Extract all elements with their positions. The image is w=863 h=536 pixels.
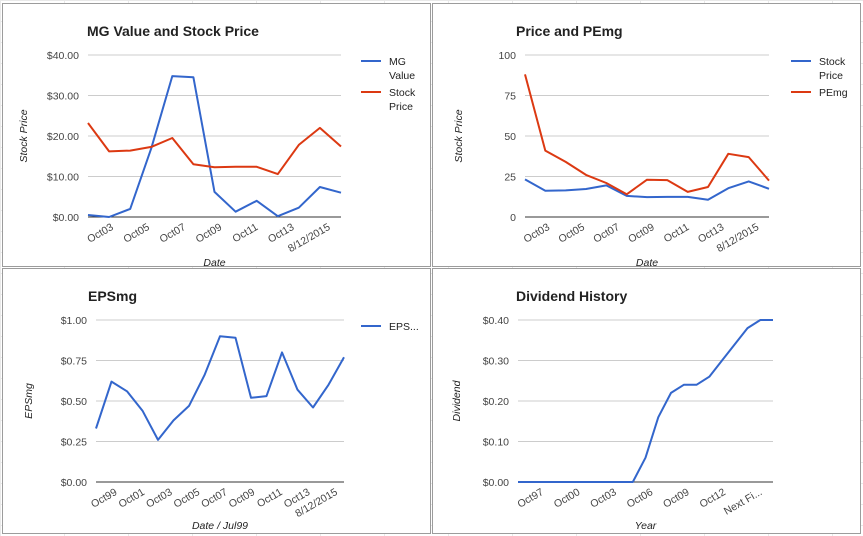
y-tick-label: $0.20 (483, 396, 509, 408)
dividend-history-chart: Dividend History $0.00 $0.10 $0.20 $0.30 $0.4… (451, 288, 773, 532)
x-tick-label: Oct97 (515, 486, 545, 510)
x-tick-label: Oct07 (591, 221, 621, 245)
mg-value-chart: MG Value and Stock Price $0.00 $10.00 $20.0… (18, 23, 416, 269)
x-axis-label: Date (203, 257, 225, 269)
chart-panel-mg-value: MG Value and Stock Price $0.00 $10.00 $20.0… (2, 3, 431, 269)
chart-title: MG Value and Stock Price (87, 23, 259, 39)
y-tick-label: $10.00 (47, 172, 79, 184)
series-line-pemg (524, 74, 770, 196)
x-tick-label: Oct11 (231, 221, 261, 245)
series-line-stock-price (524, 178, 770, 201)
chart-panel-dividend: Dividend History $0.00 $0.10 $0.20 $0.30 $0.4… (432, 268, 861, 534)
y-tick-label: $20.00 (47, 131, 79, 143)
legend-label: Stock Price (389, 87, 416, 113)
x-axis-label: Date / Jul99 (192, 520, 248, 532)
series-line-stock-price (87, 122, 342, 176)
y-tick-label: $0.50 (61, 396, 87, 408)
legend-label-line: Stock (389, 87, 416, 99)
y-tick-label: 100 (498, 50, 516, 62)
y-tick-label: $0.75 (61, 356, 87, 368)
x-tick-label: Oct09 (661, 486, 691, 510)
y-tick-label: 75 (504, 91, 516, 103)
legend-label-line: EPS... (389, 321, 419, 333)
legend-label: Stock Price (819, 56, 846, 82)
series-line-mg-value (87, 75, 342, 218)
x-tick-label: Oct03 (85, 221, 115, 245)
x-tick-label: Oct05 (172, 486, 202, 510)
x-tick-label: Oct06 (625, 486, 655, 510)
x-tick-label: Oct05 (121, 221, 151, 245)
y-tick-label: $0.30 (483, 356, 509, 368)
x-tick-label: Oct11 (662, 221, 692, 245)
chart-title: EPSmg (88, 288, 137, 304)
y-tick-label: $0.10 (483, 437, 509, 449)
y-tick-label: $0.00 (483, 477, 509, 489)
x-tick-label: Oct09 (626, 221, 656, 245)
x-tick-label: Oct01 (117, 486, 147, 510)
y-tick-label: $0.25 (61, 437, 87, 449)
x-tick-label: Oct09 (194, 221, 224, 245)
legend-label: EPS... (389, 321, 419, 333)
x-tick-label: Oct03 (144, 486, 174, 510)
chart-panel-epsmg: EPSmg $0.00 $0.25 $0.50 $0.75 $1.00 Oct99 Oct01… (2, 268, 431, 534)
y-tick-label: 50 (504, 131, 516, 143)
x-tick-label: Oct07 (199, 486, 229, 510)
x-tick-label: Oct03 (522, 221, 552, 245)
legend-label-line: Price (389, 101, 413, 113)
y-tick-label: 0 (510, 212, 516, 224)
y-axis-label: Dividend (451, 379, 463, 421)
x-tick-label: Next Fi... (722, 486, 764, 517)
y-axis-label: Stock Price (453, 109, 465, 162)
y-axis-label: EPSmg (23, 383, 35, 419)
chart-title: Price and PEmg (516, 23, 623, 39)
x-tick-label: Oct07 (158, 221, 188, 245)
legend-label-line: MG (389, 56, 406, 68)
y-tick-label: $30.00 (47, 91, 79, 103)
x-tick-label: Oct99 (89, 486, 119, 510)
x-axis-label: Date (636, 257, 658, 269)
y-tick-label: $0.00 (61, 477, 87, 489)
x-axis-label: Year (635, 520, 657, 532)
series-line-eps (95, 335, 345, 441)
y-tick-label: $0.00 (53, 212, 79, 224)
legend-label: PEmg (819, 87, 848, 99)
series-line-series (518, 319, 773, 483)
legend-label-line: Price (819, 70, 843, 82)
epsmg-chart: EPSmg $0.00 $0.25 $0.50 $0.75 $1.00 Oct99Oct01… (23, 288, 419, 532)
y-tick-label: 25 (504, 172, 516, 184)
x-tick-label: Oct05 (557, 221, 587, 245)
y-tick-label: $40.00 (47, 50, 79, 62)
legend-label-line: PEmg (819, 87, 848, 99)
x-tick-label: Oct11 (255, 486, 285, 510)
legend-label: MG Value (389, 56, 415, 82)
x-tick-label: Oct03 (588, 486, 618, 510)
legend-label-line: Value (389, 70, 415, 82)
x-tick-label: Oct09 (227, 486, 257, 510)
y-axis-label: Stock Price (18, 109, 30, 162)
x-tick-label: Oct00 (552, 486, 582, 510)
y-tick-label: $0.40 (483, 315, 509, 327)
chart-title: Dividend History (516, 288, 627, 304)
chart-panel-price-pemg: Price and PEmg 0 25 50 75 100 Oct03 Oct05 Oct07 O… (432, 3, 861, 269)
legend-label-line: Stock (819, 56, 846, 68)
y-tick-label: $1.00 (61, 315, 87, 327)
